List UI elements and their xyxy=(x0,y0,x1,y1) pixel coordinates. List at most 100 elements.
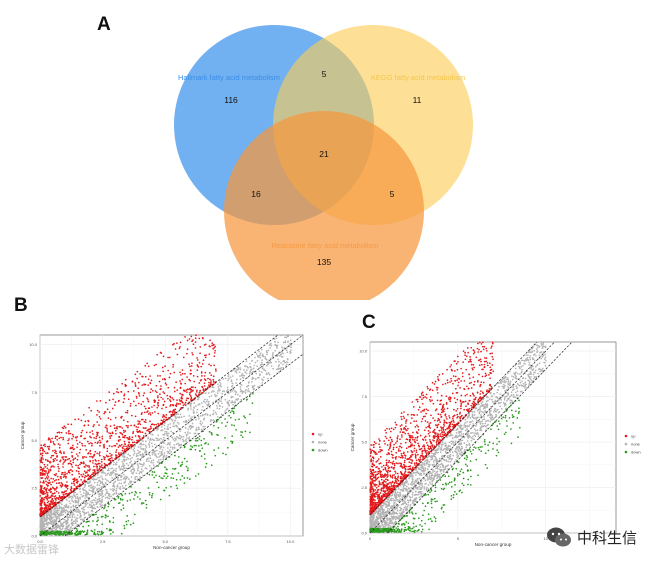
plot-b-point-none xyxy=(106,490,109,493)
plot-b-point-up xyxy=(89,452,92,455)
plot-b-point-none xyxy=(100,504,102,506)
plot-b-point-up xyxy=(117,452,120,454)
plot-b-point-none xyxy=(259,354,261,356)
plot-b-point-up xyxy=(99,454,101,457)
plot-b-point-none xyxy=(287,335,290,338)
plot-b-point-up xyxy=(98,411,101,413)
plot-b-point-up xyxy=(39,499,42,502)
plot-b-point-up xyxy=(156,396,159,399)
plot-b-point-none xyxy=(222,378,225,380)
plot-c-point-none xyxy=(507,379,510,381)
plot-b-point-down xyxy=(205,462,208,465)
plot-b-point-none xyxy=(218,381,221,384)
plot-b-point-up xyxy=(93,465,95,468)
plot-b-point-up xyxy=(95,400,98,402)
plot-b-point-down xyxy=(159,498,162,501)
plot-b-point-up xyxy=(199,379,202,382)
plot-b-point-none xyxy=(279,369,282,371)
plot-b-point-up xyxy=(196,389,198,392)
plot-b-point-none xyxy=(50,521,53,523)
plot-b-point-down xyxy=(75,528,78,530)
plot-b-point-none xyxy=(104,494,107,496)
plot-b-point-none xyxy=(98,490,101,492)
plot-b-point-none xyxy=(152,459,155,462)
plot-b-point-none xyxy=(235,372,238,374)
plot-b-point-none xyxy=(170,430,172,433)
plot-b-point-none xyxy=(280,362,282,364)
plot-b-point-down xyxy=(231,410,233,412)
plot-b-point-up xyxy=(213,346,216,349)
plot-b-point-up xyxy=(83,470,86,473)
plot-b-point-down xyxy=(203,453,206,455)
plot-b-point-none xyxy=(90,501,93,504)
plot-b-point-up xyxy=(121,446,124,449)
plot-b-point-down xyxy=(94,529,96,531)
plot-b-point-none xyxy=(104,472,106,475)
plot-b-point-up xyxy=(146,362,149,365)
plot-b-point-down xyxy=(175,484,178,487)
plot-b-point-up xyxy=(55,502,57,505)
plot-b-point-none xyxy=(67,505,70,507)
plot-b-point-up xyxy=(131,438,133,441)
plot-c-point-none xyxy=(527,354,529,356)
plot-b-point-up xyxy=(141,431,144,434)
plot-b-point-none xyxy=(69,529,71,531)
plot-b-point-up xyxy=(162,355,165,358)
plot-b-point-down xyxy=(183,457,186,460)
plot-b-point-up xyxy=(58,431,61,434)
plot-b-point-up xyxy=(59,444,61,446)
plot-b-point-up xyxy=(41,447,44,450)
plot-b-point-up xyxy=(196,375,199,378)
plot-b-point-none xyxy=(179,437,182,440)
plot-b-point-up xyxy=(64,475,66,478)
plot-b-point-down xyxy=(120,493,123,495)
plot-b-point-none xyxy=(231,382,234,385)
plot-b-point-up xyxy=(93,424,95,426)
plot-b-point-none xyxy=(151,438,154,441)
plot-b-point-up xyxy=(74,436,77,439)
plot-b-point-up xyxy=(157,401,160,404)
plot-b-point-none xyxy=(113,485,116,488)
plot-b-point-none xyxy=(204,412,207,415)
plot-b-point-up xyxy=(58,467,60,470)
plot-b-point-up xyxy=(160,419,163,422)
plot-b-point-up xyxy=(111,407,114,410)
plot-b-point-none xyxy=(44,517,47,520)
plot-b-point-none xyxy=(221,392,224,395)
plot-b-point-up xyxy=(113,424,116,427)
plot-b-point-up xyxy=(188,378,190,381)
plot-b-reference-line-2 xyxy=(39,334,279,518)
plot-b-point-none xyxy=(131,456,134,459)
plot-b-point-none xyxy=(122,462,124,464)
plot-b-point-none xyxy=(123,487,126,489)
plot-b-point-none xyxy=(166,434,169,437)
plot-b-point-none xyxy=(160,426,163,428)
plot-c-point-none xyxy=(398,500,400,502)
plot-b-point-none xyxy=(45,520,47,523)
plot-b-point-none xyxy=(87,493,90,495)
plot-b-point-up xyxy=(40,489,42,491)
plot-b-point-none xyxy=(134,477,136,480)
plot-b-point-down xyxy=(126,500,129,502)
plot-c-point-none xyxy=(460,435,462,438)
plot-b-point-none xyxy=(227,379,229,382)
plot-c-point-none xyxy=(532,377,535,380)
plot-b-point-none xyxy=(42,520,45,523)
plot-b-point-none xyxy=(176,425,178,427)
plot-b-point-down xyxy=(183,446,186,449)
plot-b-point-none xyxy=(189,404,192,407)
plot-b-point-none xyxy=(112,493,115,496)
plot-b-point-up xyxy=(64,485,66,487)
plot-b-point-down xyxy=(66,533,69,536)
plot-c-point-none xyxy=(520,371,523,374)
plot-b-point-none xyxy=(175,437,177,440)
plot-b-point-up xyxy=(56,435,59,438)
plot-b-point-up xyxy=(146,397,149,400)
plot-b-point-none xyxy=(216,407,219,410)
plot-b-point-none xyxy=(260,361,263,364)
plot-b-point-none xyxy=(261,366,264,368)
plot-b-point-none xyxy=(263,368,265,371)
plot-b-point-none xyxy=(169,426,172,429)
plot-b-point-none xyxy=(272,352,274,354)
plot-b-point-up xyxy=(60,481,63,484)
